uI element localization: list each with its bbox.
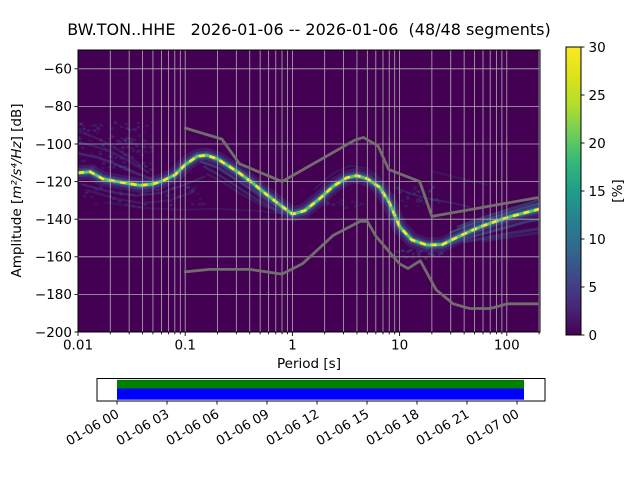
timeline-tick-label: 01-06 09 xyxy=(214,407,272,449)
timeline-tick-label: 01-06 06 xyxy=(164,407,222,449)
timeline-coverage-bar: 01-06 00 01-06 03 01-06 06 01-06 09 01-0… xyxy=(64,378,546,449)
y-tick-label: −200 xyxy=(35,325,72,341)
colorbar-tick-label: 5 xyxy=(589,280,598,296)
colorbar-label: [%] xyxy=(610,179,626,202)
y-tick-label: −140 xyxy=(35,212,72,228)
y-tick-label: −100 xyxy=(35,137,72,153)
x-tick-label: 100 xyxy=(494,338,520,354)
timeline-tick-label: 01-06 03 xyxy=(114,407,172,449)
main-axes: −60 −80 −100 −120 −140 −160 −180 −200 0.… xyxy=(9,46,585,372)
y-axis-label: Amplitude [m²/s⁴/Hz] [dB] xyxy=(9,103,25,277)
timeline-tick-label: 01-06 21 xyxy=(414,407,472,449)
psd-probability-heatmap xyxy=(78,121,540,260)
page-title: BW.TON..HHE 2026-01-06 -- 2026-01-06 (48… xyxy=(67,20,550,39)
x-tick-label: 0.1 xyxy=(174,338,195,354)
y-tick-label: −60 xyxy=(44,62,73,78)
grid-lines xyxy=(78,50,540,332)
timeline-tick-label: 01-06 15 xyxy=(314,407,372,449)
x-tick-label: 10 xyxy=(391,338,408,354)
timeline-tick-marks xyxy=(116,401,518,405)
colorbar-tick-label: 20 xyxy=(589,136,606,152)
colorbar-tick-label: 25 xyxy=(589,88,606,104)
colorbar-tick-label: 0 xyxy=(589,328,598,344)
axis-tick-marks xyxy=(74,46,585,336)
x-tick-label: 0.01 xyxy=(63,338,93,354)
colorbar-tick-label: 30 xyxy=(589,40,606,56)
timeline-tick-label: 01-06 12 xyxy=(264,407,322,449)
peterson-noise-model-curves xyxy=(183,126,540,310)
timeline-tick-label: 01-07 00 xyxy=(464,407,522,449)
y-axis-label-prefix: Amplitude [ xyxy=(9,199,25,278)
colorbar-tick-label: 15 xyxy=(589,184,606,200)
axes-frame xyxy=(77,49,541,333)
x-axis-label: Period [s] xyxy=(277,356,341,372)
y-tick-label: −160 xyxy=(35,250,72,266)
x-tick-label: 1 xyxy=(288,338,297,354)
timeline-coverage-blue xyxy=(117,388,524,400)
y-tick-label: −80 xyxy=(44,99,73,115)
colorbar-tick-label: 10 xyxy=(589,232,606,248)
y-tick-label: −120 xyxy=(35,174,72,190)
timeline-coverage-green xyxy=(117,379,524,389)
timeline-tick-label: 01-06 00 xyxy=(64,407,122,449)
colorbar: 0 5 10 15 20 25 30 [%] xyxy=(565,40,626,344)
plot-background xyxy=(78,50,540,332)
y-tick-label: −180 xyxy=(35,287,72,303)
colorbar-gradient xyxy=(565,46,582,336)
y-axis-label-suffix: ] [dB] xyxy=(9,103,25,141)
y-axis-label-math: m²/s⁴/Hz xyxy=(9,141,25,199)
timeline-tick-label: 01-06 18 xyxy=(364,407,422,449)
